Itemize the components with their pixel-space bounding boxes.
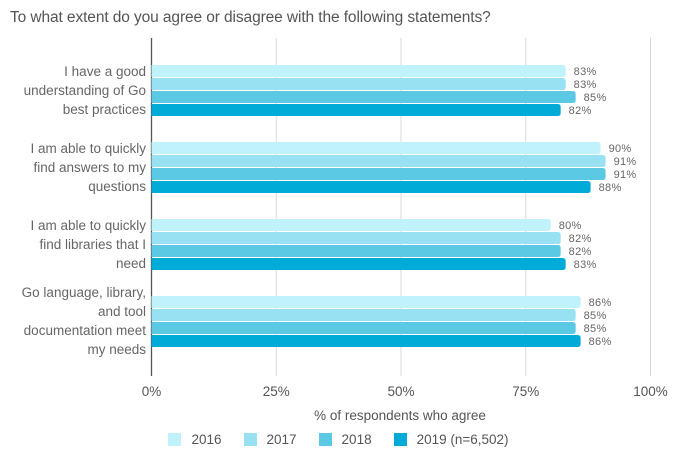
category-label-line: best practices xyxy=(62,101,146,117)
bar-value-label: 85% xyxy=(584,92,607,104)
category-label: I am able to quickly find answers to my qu… xyxy=(0,139,146,196)
bar-value-label: 82% xyxy=(569,233,592,245)
bar xyxy=(151,142,601,154)
bar xyxy=(151,91,576,103)
legend-label: 2016 xyxy=(191,432,222,447)
bar xyxy=(151,322,576,334)
category-label-line: find libraries that I xyxy=(39,236,146,252)
legend-swatch xyxy=(243,433,257,446)
legend-swatch xyxy=(393,433,407,446)
x-tick-label: 50% xyxy=(387,384,414,399)
legend-label: 2019 (n=6,502) xyxy=(416,432,509,447)
bar xyxy=(151,296,581,308)
category-label: Go language, library, and tool documentati… xyxy=(0,283,146,359)
legend-item: 2017 xyxy=(243,432,297,447)
data-labels: 83%83%85%82%90%91%91%88%80%82%82%83%86%8… xyxy=(559,66,637,348)
legend-swatch xyxy=(318,433,332,446)
category-label-line: documentation meet xyxy=(23,323,146,338)
bar xyxy=(151,155,606,167)
category-label-line: and tool xyxy=(97,304,146,319)
bar xyxy=(151,258,566,270)
category-label-line: I have a good xyxy=(64,63,146,79)
legend-swatch xyxy=(168,433,182,446)
bars xyxy=(151,65,606,347)
x-axis-ticks: 0% 25% 50% 75% 100% xyxy=(142,384,668,399)
bar-value-label: 83% xyxy=(574,66,597,78)
x-tick-label: 75% xyxy=(512,384,539,399)
x-tick-label: 100% xyxy=(633,384,668,399)
bar xyxy=(151,78,566,90)
legend: 2016 2017 2018 2019 (n=6,502) xyxy=(0,432,677,449)
x-axis-label: % of respondents who agree xyxy=(314,408,486,423)
bar xyxy=(151,335,581,347)
bar-value-label: 85% xyxy=(584,310,607,322)
bar-value-label: 88% xyxy=(599,182,622,194)
bar-value-label: 91% xyxy=(614,169,637,181)
bar-value-label: 82% xyxy=(569,105,592,117)
bar-value-label: 91% xyxy=(614,156,637,168)
bar xyxy=(151,104,561,116)
category-label-line: find answers to my xyxy=(33,159,146,175)
category-label-line: I am able to quickly xyxy=(30,140,146,156)
category-label: I am able to quickly find libraries that … xyxy=(0,216,146,273)
bar-value-label: 90% xyxy=(609,143,632,155)
bar xyxy=(151,309,576,321)
bar-value-label: 82% xyxy=(569,246,592,258)
legend-item: 2018 xyxy=(318,432,372,447)
bar xyxy=(151,168,606,180)
x-tick-label: 25% xyxy=(263,384,290,399)
bar-value-label: 83% xyxy=(574,259,597,271)
legend-item: 2019 (n=6,502) xyxy=(393,432,509,447)
category-label: I have a good understanding of Go best pra… xyxy=(0,62,146,119)
bar-value-label: 83% xyxy=(574,79,597,91)
category-label-line: I am able to quickly xyxy=(30,217,146,233)
category-label-line: questions xyxy=(88,178,146,194)
bar-value-label: 86% xyxy=(589,336,612,348)
bar xyxy=(151,232,561,244)
legend-label: 2017 xyxy=(266,432,297,447)
category-label-line: Go language, library, xyxy=(21,285,146,300)
bar xyxy=(151,65,566,77)
chart-title: To what extent do you agree or disagree … xyxy=(10,9,491,26)
bar-value-label: 85% xyxy=(584,323,607,335)
legend-label: 2018 xyxy=(341,432,372,447)
category-label-line: need xyxy=(115,255,146,271)
bar-value-label: 80% xyxy=(559,220,582,232)
bar xyxy=(151,219,551,231)
category-label-line: my needs xyxy=(87,342,146,357)
x-tick-label: 0% xyxy=(142,384,162,399)
category-label-line: understanding of Go xyxy=(23,82,146,98)
bar-value-label: 86% xyxy=(589,297,612,309)
legend-item: 2016 xyxy=(168,432,222,447)
bar xyxy=(151,181,591,193)
bar xyxy=(151,245,561,257)
